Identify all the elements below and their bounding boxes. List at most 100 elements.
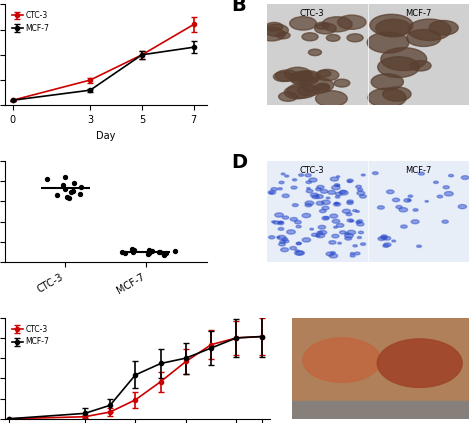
Circle shape — [368, 88, 406, 107]
Circle shape — [347, 180, 352, 183]
Circle shape — [276, 32, 290, 39]
Circle shape — [290, 72, 313, 83]
Circle shape — [279, 181, 284, 184]
Circle shape — [330, 177, 338, 181]
Circle shape — [294, 220, 301, 224]
Circle shape — [335, 192, 342, 195]
Circle shape — [408, 19, 451, 41]
Circle shape — [326, 252, 334, 256]
Circle shape — [316, 233, 325, 238]
Circle shape — [358, 231, 364, 234]
Circle shape — [306, 190, 313, 193]
Circle shape — [290, 217, 298, 221]
Circle shape — [347, 201, 353, 204]
Point — [156, 249, 164, 255]
Circle shape — [373, 172, 378, 175]
Circle shape — [356, 222, 364, 226]
Circle shape — [330, 214, 338, 218]
Circle shape — [404, 199, 411, 202]
Circle shape — [284, 67, 311, 81]
Circle shape — [326, 197, 330, 199]
Circle shape — [327, 35, 340, 41]
Point — [160, 251, 168, 258]
Circle shape — [322, 17, 352, 32]
Circle shape — [296, 71, 320, 83]
Circle shape — [296, 242, 301, 245]
Circle shape — [353, 245, 357, 247]
Circle shape — [329, 254, 337, 258]
Circle shape — [334, 203, 341, 206]
Point — [67, 189, 74, 196]
Circle shape — [287, 83, 317, 98]
Point — [118, 248, 126, 255]
Circle shape — [273, 72, 293, 82]
Legend: CTC-3, MCF-7: CTC-3, MCF-7 — [9, 321, 52, 349]
Circle shape — [275, 70, 298, 81]
Circle shape — [337, 223, 344, 227]
Circle shape — [296, 251, 304, 255]
Circle shape — [278, 222, 284, 225]
Circle shape — [315, 195, 323, 198]
Circle shape — [320, 190, 328, 193]
Circle shape — [350, 255, 355, 257]
Circle shape — [401, 225, 407, 228]
Point — [163, 250, 170, 256]
Circle shape — [282, 194, 289, 198]
Point — [76, 191, 84, 198]
Circle shape — [316, 188, 321, 191]
Circle shape — [347, 34, 363, 42]
Circle shape — [302, 33, 318, 41]
Text: MCF-7: MCF-7 — [406, 9, 432, 18]
Circle shape — [335, 203, 338, 204]
Circle shape — [287, 230, 295, 234]
Circle shape — [277, 235, 286, 240]
Circle shape — [445, 192, 453, 196]
Circle shape — [383, 87, 411, 101]
Point — [144, 250, 152, 257]
Circle shape — [356, 221, 361, 223]
Circle shape — [378, 57, 419, 77]
Circle shape — [434, 181, 438, 184]
Circle shape — [322, 217, 329, 220]
Circle shape — [347, 230, 356, 235]
Point — [155, 249, 163, 255]
Circle shape — [355, 252, 360, 255]
Circle shape — [419, 172, 424, 175]
Circle shape — [299, 174, 304, 176]
Circle shape — [346, 213, 352, 216]
Circle shape — [328, 190, 336, 194]
Circle shape — [357, 188, 363, 191]
Circle shape — [408, 195, 413, 197]
Circle shape — [292, 203, 298, 206]
Circle shape — [315, 23, 336, 34]
Text: MCF-7: MCF-7 — [406, 166, 432, 175]
Circle shape — [334, 184, 339, 186]
Point — [63, 193, 71, 200]
Circle shape — [371, 74, 403, 90]
Circle shape — [461, 176, 469, 179]
Point — [70, 180, 78, 187]
Circle shape — [297, 242, 301, 244]
Text: B: B — [231, 0, 246, 15]
Circle shape — [349, 220, 354, 222]
Circle shape — [317, 185, 324, 189]
Point — [62, 174, 69, 181]
Circle shape — [334, 79, 350, 87]
Circle shape — [277, 236, 280, 238]
Circle shape — [399, 208, 408, 212]
Point — [53, 192, 60, 199]
Circle shape — [407, 29, 441, 47]
Circle shape — [295, 250, 299, 252]
Circle shape — [437, 195, 443, 198]
Circle shape — [381, 236, 387, 239]
Circle shape — [306, 181, 311, 184]
Circle shape — [335, 196, 340, 198]
Circle shape — [316, 235, 320, 237]
Circle shape — [315, 22, 329, 29]
Circle shape — [361, 243, 365, 245]
Circle shape — [271, 187, 277, 191]
Circle shape — [316, 201, 324, 205]
Point — [145, 250, 153, 256]
Circle shape — [280, 240, 285, 243]
Circle shape — [329, 241, 336, 244]
